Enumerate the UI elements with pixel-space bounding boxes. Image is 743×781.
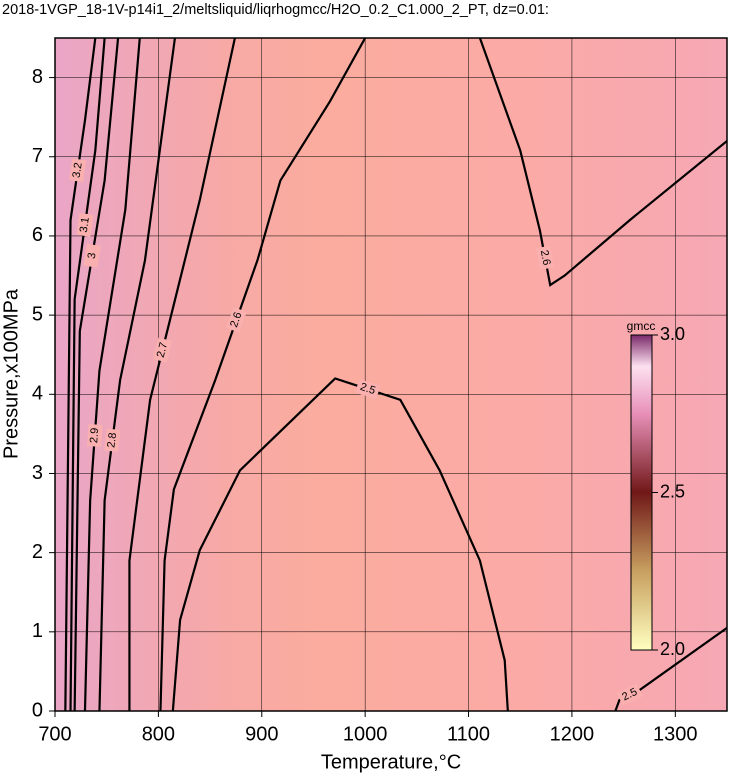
contour-label-bg — [83, 243, 101, 268]
contour-label-bg — [69, 158, 87, 183]
contours: 2.5 2.5 2.6 2.6 2.7 2.8 2.9 3 3.1 3.2 — [64, 38, 727, 711]
x-tick-label: 1000 — [343, 723, 388, 745]
contour-label: 2.5 — [359, 381, 377, 397]
x-tick-label: 900 — [245, 723, 278, 745]
plot-background — [55, 38, 727, 711]
x-tick-label: 800 — [142, 723, 175, 745]
contour-label-bg — [616, 683, 643, 706]
colorbar-tick-label: 2.0 — [660, 639, 685, 659]
contour-label: 2.9 — [88, 427, 101, 443]
x-tick-label: 1100 — [447, 723, 490, 745]
contour-label: 2.7 — [155, 341, 170, 359]
x-tick-label: 1300 — [653, 723, 698, 745]
x-axis-label: Temperature,°C — [321, 751, 461, 773]
y-tick-label: 5 — [32, 303, 43, 325]
contour-line — [478, 38, 727, 287]
y-tick-label: 1 — [32, 620, 43, 642]
contour-label-bg — [536, 245, 554, 270]
contour-label-bg — [153, 337, 172, 363]
contour-label: 3.1 — [78, 216, 92, 233]
y-tick-label: 3 — [32, 462, 43, 484]
colorbar-label: gmcc — [627, 319, 656, 333]
contour-label-bg — [355, 379, 381, 400]
contour-label: 3 — [86, 252, 99, 260]
contour-label-bg — [87, 423, 103, 447]
y-tick-label: 8 — [32, 66, 43, 88]
x-tick-label: 700 — [38, 723, 71, 745]
contour-line — [83, 38, 141, 711]
y-tick-label: 2 — [32, 541, 43, 563]
contour-label-bg — [76, 212, 94, 237]
x-tick-label: 1200 — [550, 723, 595, 745]
chart-title: 2018-1VGP_18-1V-p14i1_2/meltsliquid/liqr… — [2, 2, 549, 18]
contour-line — [98, 38, 177, 711]
y-tick-label: 0 — [32, 699, 43, 721]
y-axis-label: Pressure,x100MPa — [0, 288, 22, 459]
colorbar-tick-label: 2.5 — [660, 481, 685, 501]
contour-label: 2.8 — [105, 432, 119, 449]
colorbar-tick-label: 3.0 — [660, 324, 685, 344]
y-tick-label: 4 — [32, 383, 43, 405]
contour-label: 2.6 — [228, 311, 244, 329]
contour-label-bg — [104, 428, 121, 453]
y-tick-label: 6 — [32, 224, 43, 246]
colorbar — [630, 334, 653, 651]
contour-label: 2.6 — [538, 249, 553, 266]
contour-label: 3.2 — [71, 162, 85, 179]
contour-label-bg — [226, 307, 247, 333]
plot-frame — [54, 37, 728, 712]
y-tick-label: 7 — [32, 145, 43, 167]
